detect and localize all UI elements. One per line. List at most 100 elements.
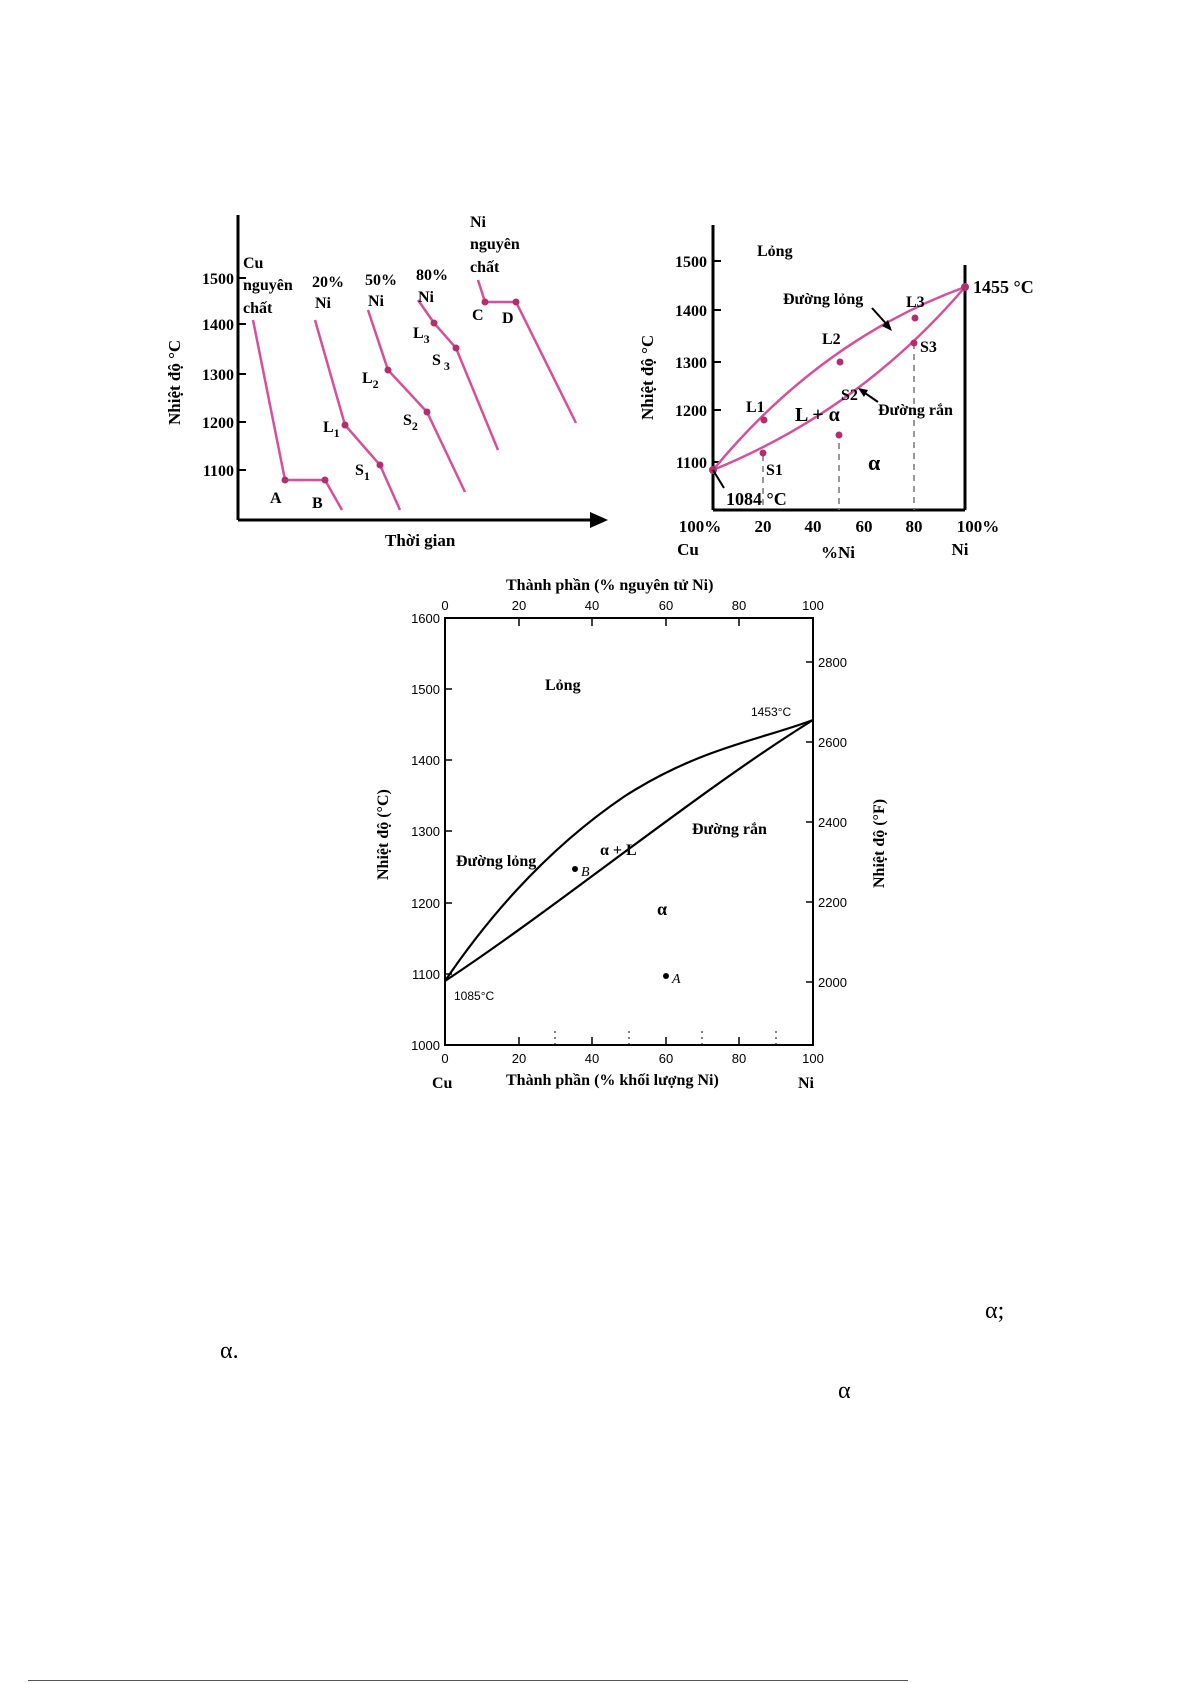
full-y-tick: 1000	[411, 1038, 440, 1053]
simple-element-ni: Ni	[952, 540, 969, 559]
label-ni: chất	[470, 259, 500, 276]
full-solidus-label: Đường rắn	[692, 821, 767, 838]
alpha-fragment-2: α.	[220, 1338, 239, 1364]
point-d: D	[502, 310, 514, 327]
simple-melt-cu: 1084 °C	[726, 489, 787, 509]
label-20ni: 20%	[312, 274, 344, 291]
simple-point-s2: S2	[841, 387, 858, 404]
simple-x-tick: 80	[906, 517, 923, 536]
full-liquidus	[444, 718, 814, 982]
full-top-label: Thành phần (% nguyên tử Ni)	[506, 577, 713, 594]
cooling-tick: 1400	[202, 317, 234, 334]
full-y-tick: 1500	[411, 682, 440, 697]
label-20ni: Ni	[315, 295, 332, 312]
simple-tick: 1500	[675, 254, 707, 271]
simple-x-tick: 20	[755, 517, 772, 536]
simple-x-tick: 60	[856, 517, 873, 536]
full-f-tick: 2600	[818, 735, 847, 750]
simple-point-l2: L2	[822, 331, 841, 348]
full-element-cu: Cu	[432, 1075, 453, 1092]
full-x-tick: 80	[732, 1051, 746, 1066]
simple-element-cu: Cu	[677, 540, 699, 559]
full-region-alpha: α	[657, 899, 667, 919]
point-b: B	[312, 495, 323, 512]
simple-region-two-phase: L + α	[795, 404, 840, 426]
simple-point-l3: L3	[906, 294, 925, 311]
full-top-tick: 80	[732, 598, 746, 613]
label-cu: Cu	[243, 255, 264, 272]
full-top-tick: 60	[659, 598, 673, 613]
cooling-tick: 1200	[202, 415, 234, 432]
full-right-label: Nhiệt độ (°F)	[871, 799, 888, 888]
point-s1: S1	[355, 462, 370, 483]
full-point-a: A	[671, 972, 681, 987]
simple-solidus-label: Đường rắn	[878, 402, 953, 419]
simple-region-liquid: Lỏng	[757, 243, 793, 260]
label-ni: Ni	[470, 214, 487, 231]
label-80ni: 80%	[416, 267, 448, 284]
simple-x-tick: 100%	[679, 517, 722, 536]
label-50ni: 50%	[365, 272, 397, 289]
full-top-tick: 0	[441, 598, 448, 613]
full-point-a-dot	[663, 973, 669, 979]
phase-diagram-simple: 1500 1400 1300 1200 1100 Nhiệt độ °C Lỏn…	[638, 225, 1034, 562]
full-element-ni: Ni	[798, 1075, 815, 1092]
full-bottom-label: Thành phần (% khối lượng Ni)	[506, 1072, 719, 1089]
simple-tick: 1400	[675, 303, 707, 320]
curve-cu	[251, 319, 344, 511]
full-solidus	[444, 719, 814, 982]
simple-melt-ni: 1455 °C	[973, 277, 1034, 297]
point-l3: L3	[413, 325, 430, 346]
simple-point-s3: S3	[920, 339, 937, 356]
label-80ni: Ni	[418, 289, 435, 306]
full-top-tick: 40	[585, 598, 599, 613]
cooling-tick: 1500	[202, 271, 234, 288]
simple-tick: 1100	[676, 455, 707, 472]
simple-point-s1: S1	[766, 462, 783, 479]
cooling-tick: 1300	[202, 367, 234, 384]
full-melt-ni: 1453°C	[751, 705, 791, 719]
label-50ni: Ni	[368, 293, 385, 310]
full-f-tick: 2800	[818, 655, 847, 670]
phase-diagram-full: 0 20 40 60 80 100 0 20 40 60 80 100 1600…	[375, 577, 888, 1092]
simple-liquidus	[712, 285, 966, 471]
full-f-tick: 2000	[818, 975, 847, 990]
full-x-tick: 60	[659, 1051, 673, 1066]
simple-point-l1: L1	[746, 399, 765, 416]
curve-20ni	[313, 319, 402, 511]
simple-x-tick: 100%	[957, 517, 1000, 536]
simple-y-label: Nhiệt độ °C	[638, 335, 657, 420]
label-ni: nguyên	[470, 236, 520, 253]
point-c: C	[472, 307, 484, 324]
full-top-tick: 100	[802, 598, 824, 613]
alpha-fragment-3: α	[838, 1378, 851, 1404]
full-y-tick: 1100	[412, 967, 440, 982]
curve-80ni	[416, 299, 500, 451]
full-y-tick: 1300	[411, 824, 440, 839]
full-region-liquid: Lỏng	[545, 677, 581, 694]
cooling-curves-diagram: 1500 1400 1300 1200 1100 Nhiệt độ °C Thờ…	[165, 214, 608, 550]
full-top-tick: 20	[512, 598, 526, 613]
full-y-tick: 1200	[411, 896, 440, 911]
curve-ni	[476, 279, 578, 424]
cooling-x-arrow	[590, 512, 608, 528]
cooling-tick: 1100	[203, 463, 234, 480]
curve-50ni	[366, 309, 467, 493]
full-f-tick: 2400	[818, 815, 847, 830]
full-y-tick: 1600	[411, 611, 440, 626]
full-x-tick: 40	[585, 1051, 599, 1066]
full-melt-cu: 1085°C	[454, 989, 494, 1003]
full-x-tick: 0	[441, 1051, 448, 1066]
full-x-tick: 20	[512, 1051, 526, 1066]
full-f-tick: 2200	[818, 895, 847, 910]
simple-tick: 1300	[675, 355, 707, 372]
full-y-tick: 1400	[411, 753, 440, 768]
label-cu: chất	[243, 300, 273, 317]
simple-solidus	[712, 286, 966, 472]
point-l2: L2	[362, 370, 379, 391]
simple-x-label: %Ni	[821, 543, 855, 562]
full-left-label: Nhiệt độ (°C)	[375, 789, 392, 880]
full-x-tick: 100	[802, 1051, 824, 1066]
simple-region-alpha: α	[868, 450, 881, 475]
